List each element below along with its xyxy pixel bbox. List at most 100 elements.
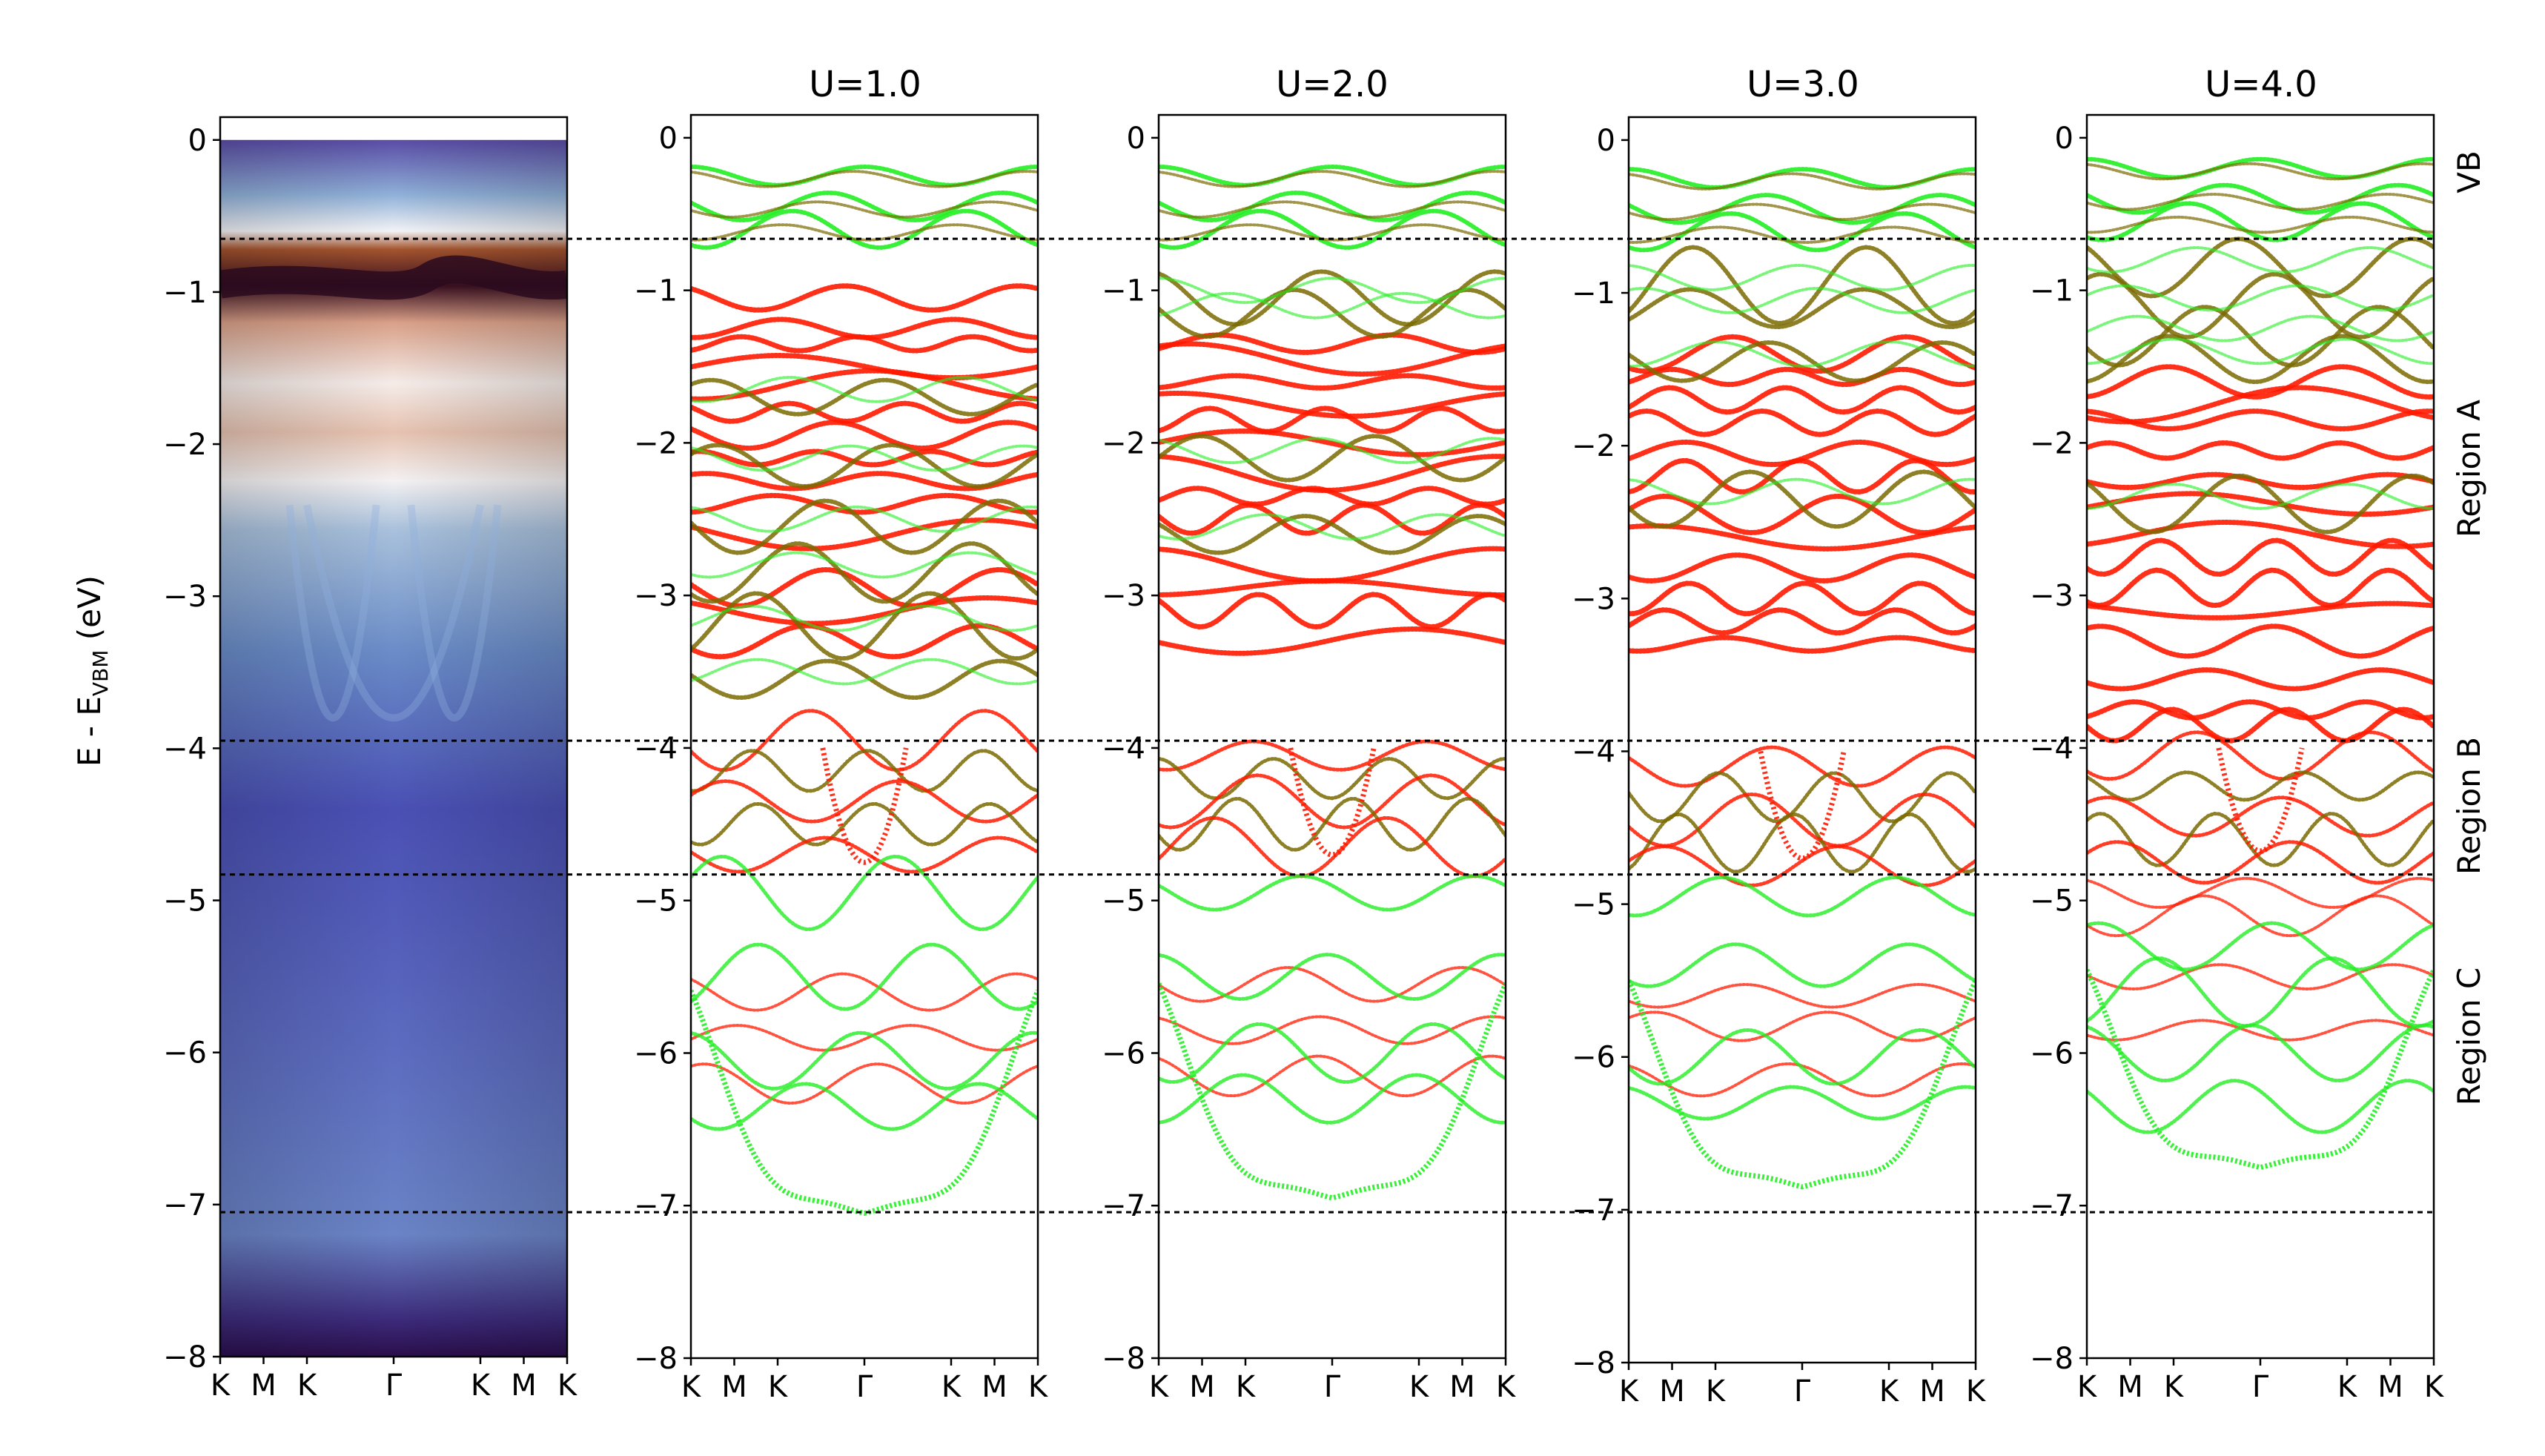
regionA-red-band-11 bbox=[1159, 592, 1506, 630]
regionC-green-band-1 bbox=[691, 942, 1038, 1011]
y-tick-label-4-3: −3 bbox=[2030, 579, 2074, 613]
regionA-olive-band-2 bbox=[2087, 305, 2434, 368]
regionB-band-2 bbox=[1159, 773, 1506, 830]
regionA-olive-band-3 bbox=[691, 541, 1038, 604]
regionA-red-band-13 bbox=[2087, 707, 2434, 744]
y-tick-label-0-4: −4 bbox=[163, 732, 207, 766]
regionA-olive-band-4 bbox=[691, 591, 1038, 661]
vb-band-olive-0 bbox=[1159, 170, 1506, 188]
regionC-red-band-2 bbox=[691, 1062, 1038, 1105]
regionA-red-band-5 bbox=[2087, 491, 2434, 517]
region-label-b: Region B bbox=[2451, 737, 2487, 875]
regionC-green-band-3 bbox=[1629, 1085, 1976, 1121]
y-tick-label-1-8: −8 bbox=[634, 1342, 678, 1376]
arpes-feature-2 bbox=[285, 504, 380, 722]
panel-4: 0−1−2−3−4−5−6−7−8K M K Γ K M K bbox=[2030, 113, 2445, 1404]
vb-band-olive-0 bbox=[1629, 172, 1976, 191]
y-axis-title: E - EVBM (eV) bbox=[71, 575, 113, 767]
regionA-green-band-2 bbox=[1629, 340, 1976, 368]
regionA-red-band-1 bbox=[1629, 366, 1976, 388]
y-tick-label-4-4: −4 bbox=[2030, 732, 2074, 766]
regionB-band-3 bbox=[1159, 796, 1506, 852]
regionA-olive-band-3 bbox=[1629, 469, 1976, 529]
regionA-green-band-2 bbox=[2087, 314, 2434, 343]
regionA-green-band-1 bbox=[2087, 284, 2434, 312]
regionA-red-band-11 bbox=[2087, 667, 2434, 692]
y-tick-label-4-1: −1 bbox=[2030, 274, 2074, 308]
regionA-green-band-0 bbox=[1629, 263, 1976, 291]
y-tick-label-3-0: 0 bbox=[1597, 124, 1615, 158]
regionA-red-band-2 bbox=[2087, 408, 2434, 431]
y-tick-label-4-0: 0 bbox=[2055, 122, 2074, 156]
regionA-red-band-3 bbox=[1629, 408, 1976, 437]
regionC-green-band-2 bbox=[691, 1030, 1038, 1091]
vb-band-olive-0 bbox=[2087, 162, 2434, 181]
regionA-red-band-10 bbox=[1629, 607, 1976, 636]
regionA-red-band-2 bbox=[691, 334, 1038, 354]
y-tick-label-1-6: −6 bbox=[634, 1036, 678, 1071]
x-tick-label-1-2: K bbox=[768, 1370, 789, 1404]
y-tick-label-1-2: −2 bbox=[634, 426, 678, 460]
regionB-band-0 bbox=[2087, 730, 2434, 781]
y-tick-label-3-2: −2 bbox=[1572, 429, 1615, 463]
y-tick-label-1-4: −4 bbox=[634, 732, 678, 766]
x-tick-label-0-2: K bbox=[297, 1369, 318, 1403]
x-tick-label-1-1: M bbox=[721, 1370, 747, 1404]
vb-band-1 bbox=[691, 190, 1038, 223]
regionA-green-band-5 bbox=[691, 658, 1038, 686]
regionA-olive-band-0 bbox=[1159, 269, 1506, 327]
y-tick-label-4-5: −5 bbox=[2030, 884, 2074, 919]
regionA-olive-band-0 bbox=[2087, 236, 2434, 299]
gamma-dip-band bbox=[2216, 747, 2305, 854]
regionB-band-2 bbox=[691, 779, 1038, 824]
regionA-red-band-12 bbox=[691, 595, 1038, 626]
regionB-band-0 bbox=[1629, 745, 1976, 788]
regionC-green-band-2 bbox=[2087, 1023, 2434, 1082]
panel-bg-4 bbox=[2087, 115, 2434, 1358]
regionC-red-band-2 bbox=[1159, 1054, 1506, 1098]
vb-band-olive-2 bbox=[1629, 225, 1976, 245]
x-tick-label-4-6: K bbox=[2424, 1370, 2445, 1404]
x-tick-label-1-4: K bbox=[941, 1370, 962, 1404]
regionB-band-1 bbox=[691, 749, 1038, 793]
panels-layer: 0−1−2−3−4−5−6−7−8K M K Γ K M K0−1−2−3−4−5−6−7−… bbox=[163, 113, 2445, 1409]
y-tick-label-0-6: −6 bbox=[163, 1036, 207, 1071]
regionA-olive-band-0 bbox=[691, 377, 1038, 417]
regionA-olive-band-1 bbox=[2087, 271, 2434, 340]
regionC-green-band-1 bbox=[1159, 953, 1506, 1002]
regionC-green-band-3 bbox=[691, 1082, 1038, 1131]
region-label-vb: VB bbox=[2451, 150, 2487, 193]
y-tick-label-3-3: −3 bbox=[1572, 582, 1615, 616]
regionC-red-band-3 bbox=[2087, 1019, 2434, 1042]
panel-bg-1 bbox=[691, 115, 1038, 1358]
vb-band-1 bbox=[2087, 182, 2434, 215]
arpes-side-shading bbox=[220, 139, 567, 1357]
regionA-red-band-5 bbox=[691, 400, 1038, 424]
regionA-red-band-5 bbox=[1629, 457, 1976, 495]
y-tick-label-2-2: −2 bbox=[1102, 426, 1145, 460]
vb-band-1 bbox=[1159, 190, 1506, 223]
y-tick-label-4-6: −6 bbox=[2030, 1036, 2074, 1071]
reference-lines-layer bbox=[220, 237, 2434, 1214]
y-tick-label-1-0: 0 bbox=[659, 122, 678, 156]
x-tick-label-1-0: K bbox=[681, 1370, 702, 1404]
x-tick-label-1-5: M bbox=[982, 1370, 1007, 1404]
regionA-olive-band-4 bbox=[2087, 473, 2434, 535]
x-tick-label-2-1: M bbox=[1189, 1370, 1215, 1404]
regionA-red-band-6 bbox=[691, 420, 1038, 451]
arpes-feature-0 bbox=[303, 504, 484, 722]
regionA-olive-band-2 bbox=[1159, 434, 1506, 483]
regionC-red-band-0 bbox=[1159, 966, 1506, 1003]
y-tick-label-3-1: −1 bbox=[1572, 277, 1615, 311]
y-tick-label-3-6: −6 bbox=[1572, 1041, 1615, 1075]
y-tick-label-0-8: −8 bbox=[163, 1340, 207, 1374]
vb-band-olive-1 bbox=[1159, 200, 1506, 219]
vb-band-1 bbox=[1629, 193, 1976, 225]
regionC-red-band-0 bbox=[1629, 982, 1976, 1009]
regionA-red-band-4 bbox=[1159, 406, 1506, 434]
y-tick-label-2-5: −5 bbox=[1102, 884, 1145, 919]
regionC-green-band-2 bbox=[1159, 1022, 1506, 1084]
panel-3: 0−1−2−3−4−5−6−7−8K M K Γ K M K bbox=[1572, 116, 1987, 1409]
regionC-green-band-1 bbox=[2087, 956, 2434, 1028]
y-tick-label-1-7: −7 bbox=[634, 1189, 678, 1223]
